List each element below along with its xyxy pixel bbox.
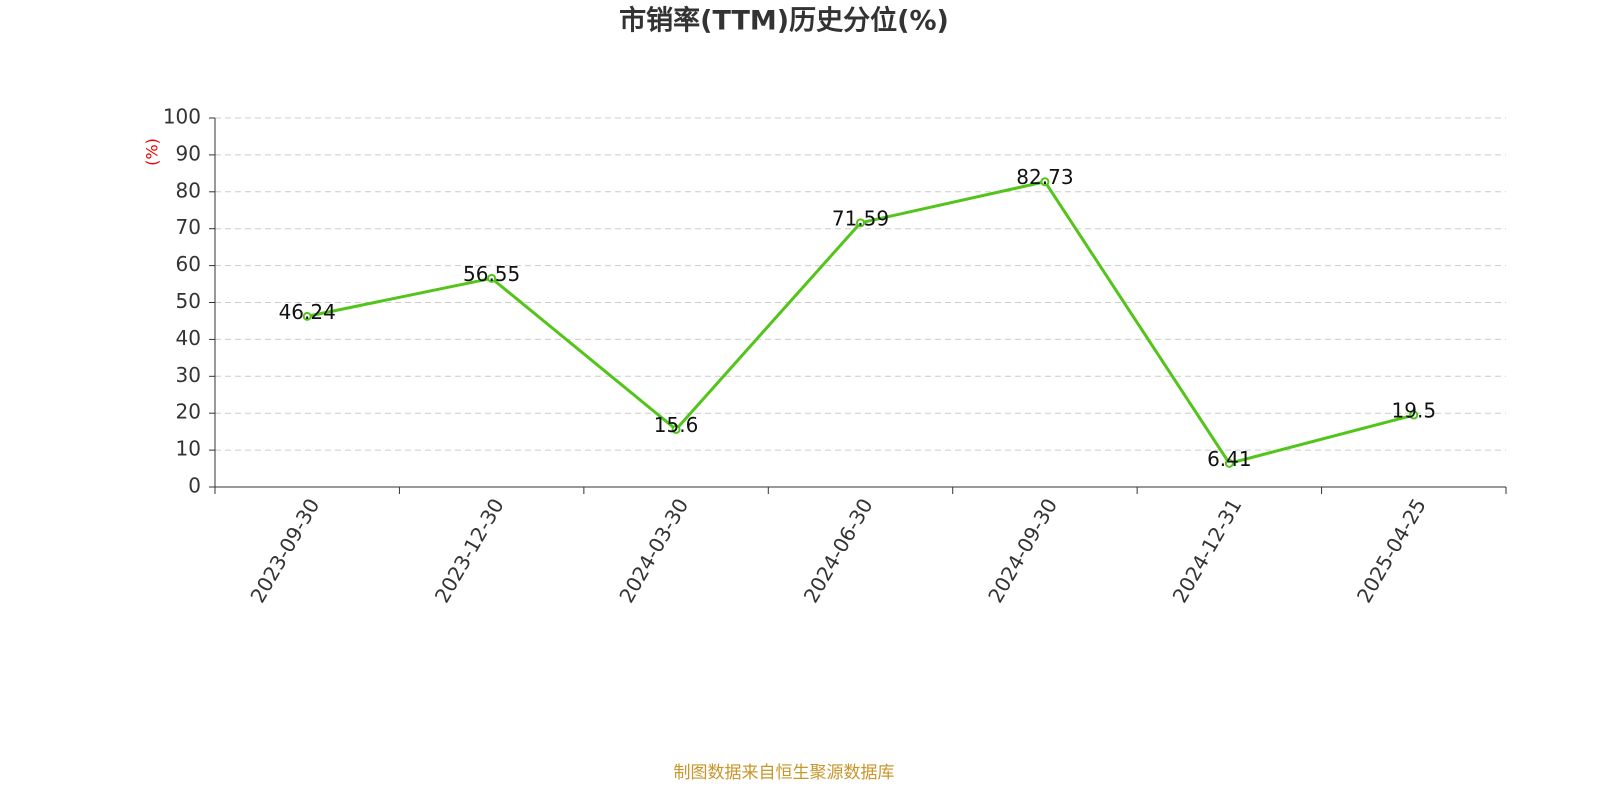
x-tick-label: 2024-09-30 <box>983 494 1062 607</box>
point <box>302 311 312 321</box>
x-tick-label: 2025-04-25 <box>1352 494 1431 607</box>
y-tick-label: 80 <box>176 178 201 202</box>
y-tick-label: 90 <box>176 141 201 165</box>
data-label: 56.55 <box>463 262 520 286</box>
source-note: 制图数据来自恒生聚源数据库 <box>674 763 895 783</box>
y-tick-label: 10 <box>176 437 201 461</box>
point <box>1224 458 1234 468</box>
point <box>1040 177 1050 187</box>
data-label: 15.6 <box>654 413 699 437</box>
data-label: 82.73 <box>1016 165 1073 189</box>
point <box>671 424 681 434</box>
x-tick-label: 2024-12-31 <box>1168 494 1247 607</box>
point <box>1409 410 1419 420</box>
chart-title: 市销率(TTM)历史分位(%) <box>619 5 949 37</box>
point <box>856 218 865 228</box>
x-tick-label: 2024-06-30 <box>799 494 878 607</box>
data-label: 46.24 <box>279 300 336 324</box>
x-tick-label: 2023-12-30 <box>430 494 509 607</box>
x-tick-label: 2023-09-30 <box>245 494 324 607</box>
y-axis-label: (%) <box>143 138 162 166</box>
y-tick-label: 0 <box>188 474 201 498</box>
point <box>487 273 497 283</box>
y-tick-label: 50 <box>176 289 201 313</box>
data-label: 71.59 <box>832 206 889 230</box>
y-tick-label: 40 <box>176 326 201 350</box>
y-tick-label: 70 <box>176 215 201 239</box>
y-tick-label: 60 <box>176 252 201 276</box>
y-tick-label: 30 <box>176 363 201 387</box>
y-tick-label: 20 <box>176 400 201 424</box>
data-label: 19.5 <box>1392 399 1437 423</box>
x-tick-label: 2024-03-30 <box>614 494 693 607</box>
y-tick-label: 100 <box>163 105 201 129</box>
data-label: 6.41 <box>1207 447 1252 471</box>
